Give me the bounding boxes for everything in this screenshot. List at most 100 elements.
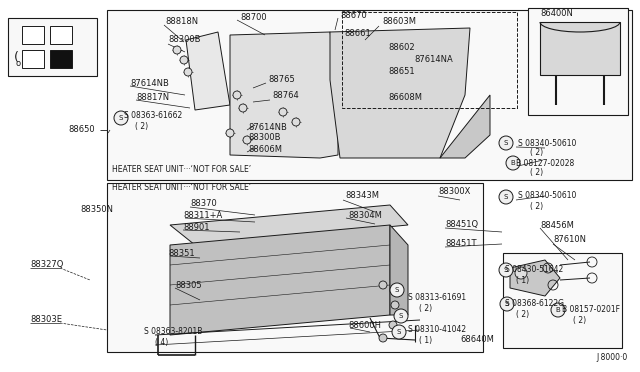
Text: ( 2): ( 2) (516, 310, 529, 318)
Text: o: o (16, 58, 21, 67)
Text: ( 2): ( 2) (573, 315, 586, 324)
Text: 86608M: 86608M (388, 93, 422, 103)
Text: 88350N: 88350N (80, 205, 113, 215)
Text: 88451T: 88451T (445, 240, 477, 248)
Text: 88351: 88351 (168, 248, 195, 257)
Circle shape (184, 68, 192, 76)
Text: 88765: 88765 (268, 76, 295, 84)
Text: 86400N: 86400N (540, 10, 573, 19)
Text: 88661: 88661 (344, 29, 371, 38)
Text: (: ( (14, 51, 19, 64)
Text: S 08310-41042: S 08310-41042 (408, 326, 466, 334)
Bar (342, 12, 517, 108)
Text: 87614NB: 87614NB (130, 78, 169, 87)
Text: 88300B: 88300B (248, 134, 280, 142)
Circle shape (499, 190, 513, 204)
Text: 88300X: 88300X (438, 187, 470, 196)
Text: ( 4): ( 4) (155, 337, 168, 346)
Text: S: S (504, 267, 508, 273)
Text: 88651: 88651 (388, 67, 415, 77)
Bar (8, 18, 97, 76)
Bar (50, 26, 72, 44)
Circle shape (499, 263, 513, 277)
Text: S 08363-8201B: S 08363-8201B (144, 327, 202, 337)
Circle shape (392, 325, 406, 339)
Text: 88327Q: 88327Q (30, 260, 63, 269)
Circle shape (379, 281, 387, 289)
Text: 88606M: 88606M (248, 144, 282, 154)
Text: 88370: 88370 (190, 199, 217, 208)
Text: B 08157-0201F: B 08157-0201F (562, 305, 620, 314)
Text: S 08430-51642: S 08430-51642 (505, 266, 563, 275)
Circle shape (515, 267, 527, 279)
Text: 87610N: 87610N (553, 235, 586, 244)
Text: ( 2): ( 2) (530, 202, 543, 211)
Circle shape (389, 321, 397, 329)
Polygon shape (186, 32, 230, 110)
Text: J 8000·0: J 8000·0 (596, 353, 627, 362)
Circle shape (391, 301, 399, 309)
Text: 88600H: 88600H (348, 321, 381, 330)
Circle shape (390, 283, 404, 297)
Text: ( 1): ( 1) (516, 276, 529, 285)
Text: 88602: 88602 (388, 44, 415, 52)
Text: S: S (505, 301, 509, 307)
Text: S: S (399, 313, 403, 319)
Circle shape (173, 46, 181, 54)
Text: S: S (504, 194, 508, 200)
Text: B: B (556, 307, 561, 313)
Text: 88451Q: 88451Q (445, 221, 478, 230)
Polygon shape (510, 260, 560, 296)
Text: ( 2): ( 2) (530, 169, 543, 177)
Text: 87614NB: 87614NB (248, 122, 287, 131)
Text: ( 2): ( 2) (419, 304, 432, 312)
Circle shape (226, 129, 234, 137)
Polygon shape (440, 95, 490, 158)
Circle shape (506, 156, 520, 170)
Bar (107, 183, 483, 352)
Text: 88305: 88305 (175, 280, 202, 289)
Text: ( 2): ( 2) (530, 148, 543, 157)
Text: 88817N: 88817N (136, 93, 169, 102)
Circle shape (114, 111, 128, 125)
Text: HEATER SEAT UNIT···‘NOT FOR SALE’: HEATER SEAT UNIT···‘NOT FOR SALE’ (112, 183, 251, 192)
Text: S: S (397, 329, 401, 335)
Text: 88300B: 88300B (168, 35, 200, 45)
Text: 88901: 88901 (183, 224, 209, 232)
Polygon shape (170, 205, 408, 245)
Polygon shape (170, 225, 390, 335)
Circle shape (394, 309, 408, 323)
Text: S 08340-50610: S 08340-50610 (518, 138, 577, 148)
Text: 88456M: 88456M (540, 221, 574, 230)
Bar (22, 26, 44, 44)
Text: S 08340-50610: S 08340-50610 (518, 192, 577, 201)
Bar (22, 50, 44, 68)
Text: 88311+A: 88311+A (183, 212, 222, 221)
Text: S: S (504, 140, 508, 146)
Circle shape (292, 118, 300, 126)
Polygon shape (540, 22, 620, 75)
Circle shape (180, 56, 188, 64)
Polygon shape (330, 28, 470, 158)
Text: S 08363-61662: S 08363-61662 (124, 112, 182, 121)
Text: 88603M: 88603M (382, 17, 416, 26)
Bar (107, 10, 632, 180)
Text: ( 2): ( 2) (135, 122, 148, 131)
Circle shape (233, 91, 241, 99)
Circle shape (499, 136, 513, 150)
Text: 88303E: 88303E (30, 315, 62, 324)
Text: S 08313-61691: S 08313-61691 (408, 294, 466, 302)
Text: S: S (119, 115, 123, 121)
Text: S 08368-6122G: S 08368-6122G (505, 299, 564, 308)
Text: B: B (511, 160, 515, 166)
Text: 88700: 88700 (240, 13, 267, 22)
Text: 88343M: 88343M (345, 192, 379, 201)
Circle shape (239, 104, 247, 112)
Text: 87614NA: 87614NA (414, 55, 452, 64)
Text: HEATER SEAT UNIT···‘NOT FOR SALE’: HEATER SEAT UNIT···‘NOT FOR SALE’ (112, 166, 251, 174)
Text: S: S (395, 287, 399, 293)
Circle shape (279, 108, 287, 116)
Circle shape (243, 136, 251, 144)
Text: 88650: 88650 (68, 125, 95, 135)
Text: 88818N: 88818N (165, 17, 198, 26)
